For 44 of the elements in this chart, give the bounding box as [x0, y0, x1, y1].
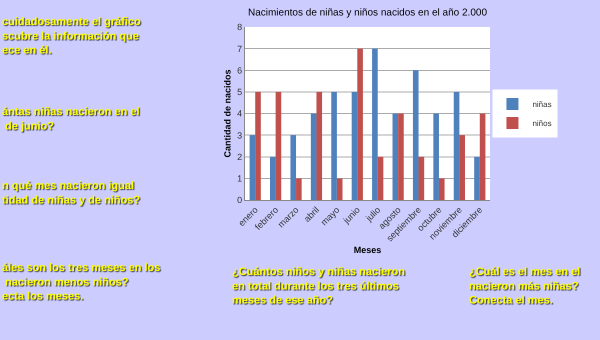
- bar: [276, 92, 282, 200]
- bar: [296, 178, 302, 200]
- bar: [290, 135, 296, 200]
- text: ¿Cuál es el mes en el nacieron más niñas? Conecta el mes.: [469, 266, 580, 307]
- bar: [378, 156, 384, 200]
- y-tick-label: 6: [237, 65, 242, 76]
- bar: [310, 114, 316, 200]
- y-tick-label: 0: [237, 195, 242, 206]
- y-tick-label: 8: [237, 22, 242, 32]
- bar: [331, 92, 337, 200]
- bar: [255, 92, 261, 200]
- bar: [336, 178, 342, 200]
- legend-label: niñas: [532, 100, 552, 110]
- bar: [412, 70, 419, 200]
- text: ¿Cuántos niños y niñas nacieron en total durante los tres últimos meses de ese año?: [232, 266, 406, 307]
- bar: [372, 48, 378, 200]
- y-tick-label: 5: [237, 87, 242, 98]
- chart-title: Nacimientos de niñas y niños nacidos en el año 2.000: [248, 8, 488, 18]
- bar: [418, 156, 424, 200]
- bar: [392, 114, 398, 200]
- y-tick-label: 4: [237, 108, 242, 119]
- bar: [270, 156, 276, 200]
- y-tick-label: 7: [237, 44, 242, 54]
- bar: [316, 92, 322, 200]
- bar: [474, 156, 480, 200]
- y-axis-title: Cantidad de nacidos: [222, 69, 233, 158]
- text: ántas niñas nacieron en el de junio?: [2, 106, 140, 132]
- bar: [454, 92, 460, 200]
- text: cuidadosamente el gráfico scubre la información que ece en él.: [2, 16, 142, 57]
- bar: [250, 135, 256, 200]
- bar: [433, 114, 439, 200]
- bar: [398, 114, 404, 200]
- bar: [357, 48, 363, 200]
- x-axis-title: Meses: [354, 245, 382, 256]
- bar: [480, 114, 486, 200]
- y-tick-label: 3: [237, 130, 242, 140]
- text: n qué mes nacieron igual tidad de niñas y de niños?: [2, 180, 140, 206]
- legend-label: niños: [532, 119, 552, 128]
- bar: [459, 135, 465, 200]
- text: áles son los tres meses en los nacieron menos niños? ecta los meses.: [2, 262, 160, 303]
- bar: [352, 92, 358, 200]
- y-tick-label: 1: [237, 174, 242, 184]
- bar: [438, 178, 445, 200]
- y-tick-label: 2: [237, 152, 242, 162]
